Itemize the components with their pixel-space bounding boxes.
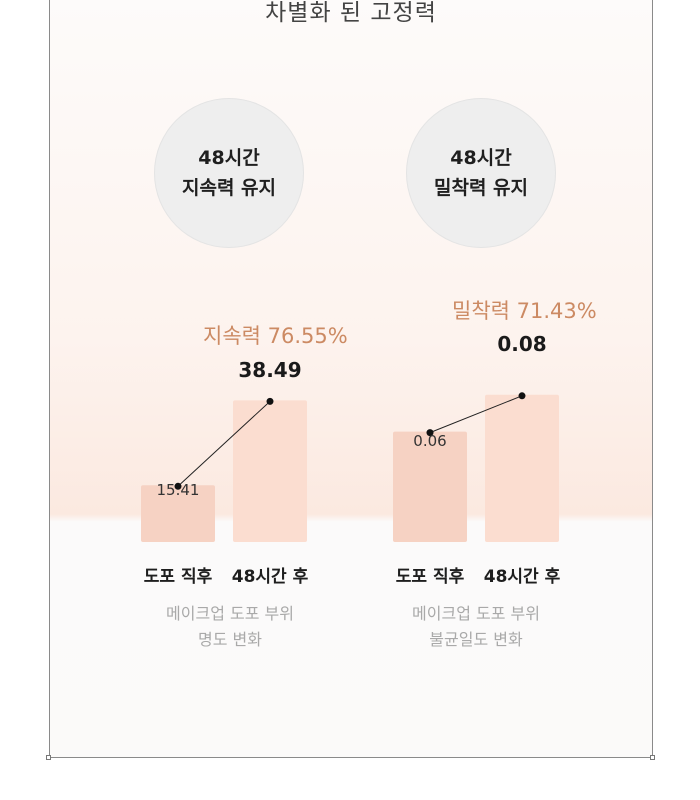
adhesion-caption-line1: 메이크업 도포 부위 <box>412 604 540 623</box>
chart1-bar-1 <box>233 400 307 542</box>
chart2-value-label-1: 0.08 <box>497 332 547 356</box>
chart1-value-label-0: 15.41 <box>156 481 200 499</box>
chart2-point-0 <box>426 429 434 437</box>
badge-adhesion-line1: 48시간 <box>450 147 512 169</box>
adhesion-caption: 메이크업 도포 부위 불균일도 변화 <box>366 601 586 653</box>
chart1-xlabel-0: 도포 직후 <box>143 567 213 587</box>
chart1-point-0 <box>174 482 182 490</box>
resize-handle-bottom-left[interactable] <box>46 755 51 760</box>
chart1-point-1 <box>266 397 274 405</box>
durability-caption-line1: 메이크업 도포 부위 <box>166 604 294 623</box>
chart2-bar-1 <box>485 394 559 542</box>
badge-adhesion-line2: 밀착력 유지 <box>433 177 528 199</box>
infographic-frame: 차별화 된 고정력 <box>49 0 653 758</box>
chart2-connector-line <box>429 395 523 434</box>
resize-handle-bottom-right[interactable] <box>650 755 655 760</box>
chart2-value-label-0: 0.06 <box>413 432 447 450</box>
chart1-xlabel-1: 48시간 후 <box>231 567 309 587</box>
badge-durability-line2: 지속력 유지 <box>181 177 276 199</box>
chart1-bar-0 <box>141 485 215 542</box>
headline: 차별화 된 고정력 <box>265 0 437 26</box>
chart2-point-1 <box>518 392 526 400</box>
durability-percent-label: 지속력 76.55% <box>203 324 348 348</box>
adhesion-caption-line2: 불균일도 변화 <box>429 630 523 649</box>
chart1-connector-line <box>177 400 271 487</box>
chart2-xlabel-0: 도포 직후 <box>395 567 465 587</box>
durability-caption-line2: 명도 변화 <box>198 630 262 649</box>
adhesion-percent-label: 밀착력 71.43% <box>452 299 597 323</box>
badge-durability-line1: 48시간 <box>198 147 260 169</box>
chart2-bar-0 <box>393 431 467 542</box>
chart2-xlabel-1: 48시간 후 <box>483 567 561 587</box>
chart1-value-label-1: 38.49 <box>238 358 302 382</box>
badge-adhesion: 48시간 밀착력 유지 <box>406 98 556 248</box>
durability-caption: 메이크업 도포 부위 명도 변화 <box>120 601 340 653</box>
badge-durability: 48시간 지속력 유지 <box>154 98 304 248</box>
